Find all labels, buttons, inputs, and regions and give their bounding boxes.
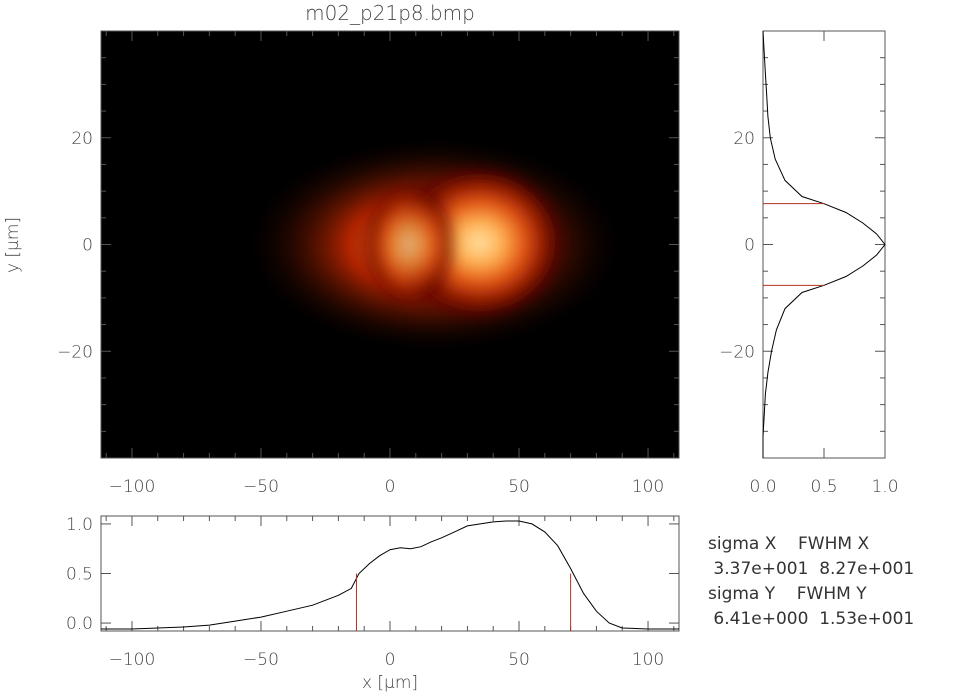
heatmap-x-tick-label: −50 bbox=[243, 477, 279, 497]
heatmap-x-tick-label: 50 bbox=[508, 477, 530, 497]
x-profile-y-tick-label: 1.0 bbox=[66, 515, 93, 535]
y-profile-fwhm-markers bbox=[763, 203, 824, 286]
x-axis-label: x [µm] bbox=[362, 673, 418, 693]
x-profile-x-tick-label: 100 bbox=[632, 650, 664, 670]
x-profile-y-tick-label: 0.0 bbox=[66, 614, 93, 634]
heatmap-y-tick-label: 20 bbox=[71, 129, 93, 149]
x-profile-x-tick-label: −50 bbox=[243, 650, 279, 670]
x-profile-panel: −100 −50 0 50 100 0.0 0.5 1.0 x [µm] bbox=[66, 515, 680, 693]
y-profile-frame bbox=[762, 30, 886, 459]
x-profile-x-tick-label: 50 bbox=[508, 650, 530, 670]
y-profile-x-tick-label: 1.0 bbox=[871, 477, 898, 497]
y-profile-panel: 0.0 0.5 1.0 −20 0 20 bbox=[719, 30, 899, 497]
y-profile-curve bbox=[762, 30, 886, 458]
heatmap-x-tick-label: 100 bbox=[632, 477, 664, 497]
stats-header-x: sigma X FWHM X bbox=[708, 534, 870, 554]
x-profile-curve bbox=[101, 520, 679, 630]
x-profile-fwhm-markers bbox=[355, 573, 572, 631]
stats-header-y: sigma Y FWHM Y bbox=[708, 584, 867, 604]
x-profile-y-tick-label: 0.5 bbox=[66, 565, 93, 585]
beam-side-lobe bbox=[361, 179, 458, 310]
y-profile-x-tick-label: 0.0 bbox=[749, 477, 776, 497]
x-profile-frame bbox=[100, 515, 680, 632]
beam-statistics: sigma X FWHM X 3.37e+001 8.27e+001 sigma… bbox=[708, 532, 968, 632]
stats-values-y: 6.41e+000 1.53e+001 bbox=[708, 609, 915, 629]
y-profile-ticks: 0.0 0.5 1.0 −20 0 20 bbox=[719, 31, 899, 497]
y-profile-y-tick-label: −20 bbox=[719, 342, 755, 362]
y-axis-label: y [µm] bbox=[3, 217, 23, 273]
heatmap-y-tick-label: 0 bbox=[82, 236, 93, 256]
heatmap-x-tick-label: −100 bbox=[109, 477, 156, 497]
y-profile-y-tick-label: 20 bbox=[733, 129, 755, 149]
heatmap-panel: m02_p21p8.bmp y [µm] −100 −50 0 50 100 −20 0 20 bbox=[3, 1, 680, 497]
x-profile-x-tick-label: 0 bbox=[385, 650, 396, 670]
heatmap-ticks: −100 −50 0 50 100 −20 0 20 bbox=[57, 31, 679, 497]
heatmap-x-tick-label: 0 bbox=[385, 477, 396, 497]
stats-values-x: 3.37e+001 8.27e+001 bbox=[708, 559, 915, 579]
chart-title: m02_p21p8.bmp bbox=[305, 1, 475, 25]
x-profile-x-tick-label: −100 bbox=[109, 650, 156, 670]
x-profile-ticks: −100 −50 0 50 100 0.0 0.5 1.0 bbox=[66, 515, 679, 670]
y-profile-x-tick-label: 0.5 bbox=[810, 477, 837, 497]
heatmap-beam bbox=[243, 135, 626, 354]
y-profile-y-tick-label: 0 bbox=[744, 236, 755, 256]
heatmap-y-tick-label: −20 bbox=[57, 342, 93, 362]
